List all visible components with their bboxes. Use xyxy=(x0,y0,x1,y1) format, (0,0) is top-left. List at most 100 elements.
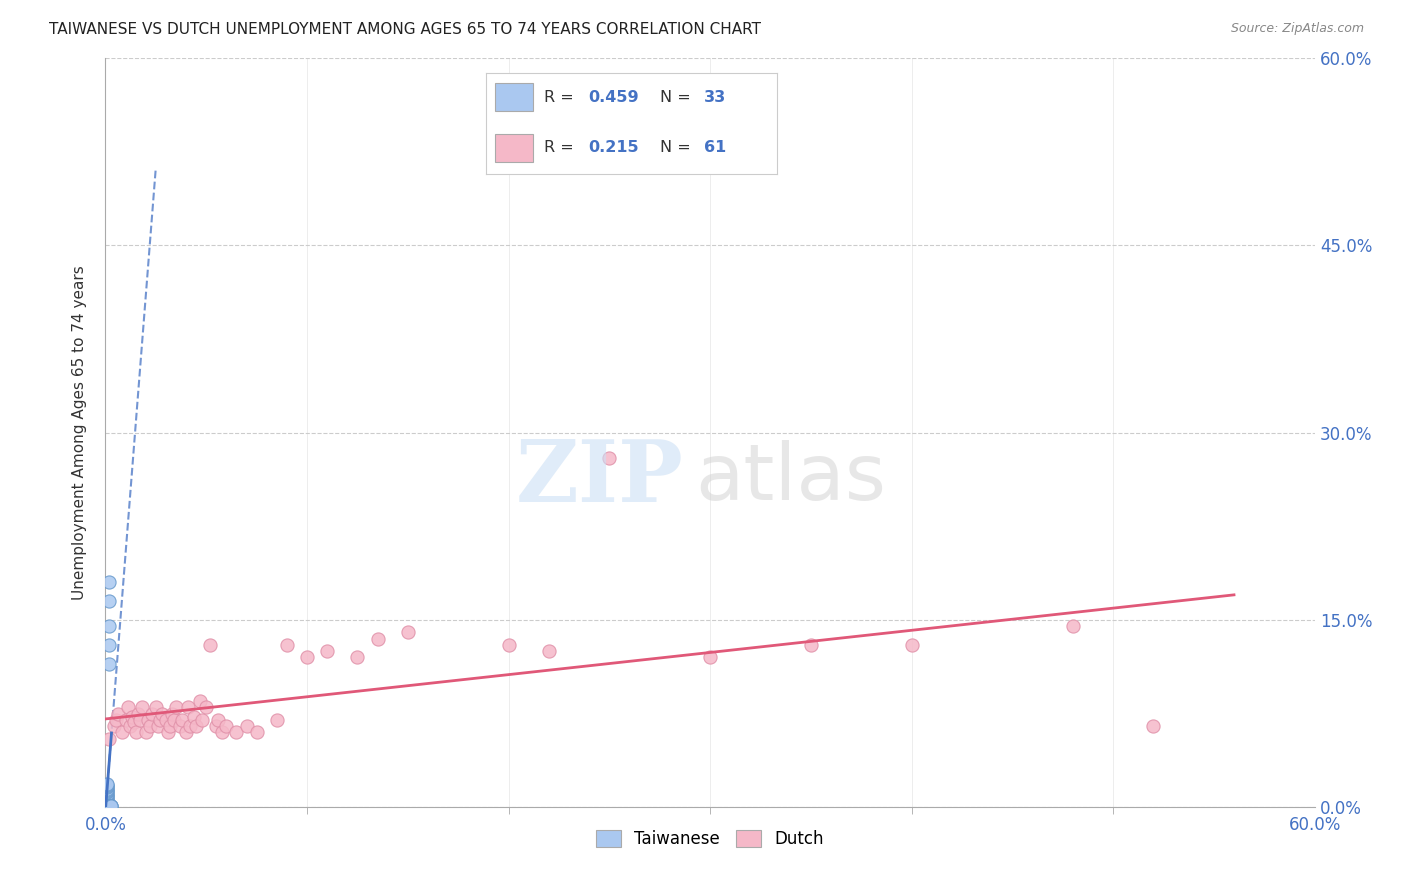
Point xyxy=(139,719,162,733)
Point xyxy=(96,780,118,795)
Point xyxy=(96,797,118,812)
Point xyxy=(98,638,121,652)
Point xyxy=(98,575,121,590)
Point xyxy=(96,795,118,809)
Point xyxy=(163,713,186,727)
Point xyxy=(96,788,118,802)
Point xyxy=(98,799,121,814)
Point xyxy=(159,719,181,733)
Point xyxy=(98,594,121,608)
Point xyxy=(200,638,222,652)
Point xyxy=(211,725,233,739)
Point xyxy=(155,713,177,727)
Point xyxy=(98,619,121,633)
Point xyxy=(498,638,520,652)
Point xyxy=(207,713,229,727)
Point xyxy=(100,799,122,814)
Point xyxy=(96,790,118,805)
Legend: Taiwanese, Dutch: Taiwanese, Dutch xyxy=(589,823,831,855)
Text: Source: ZipAtlas.com: Source: ZipAtlas.com xyxy=(1230,22,1364,36)
Point xyxy=(346,650,368,665)
Point xyxy=(136,713,159,727)
Point xyxy=(188,694,211,708)
Point xyxy=(156,725,179,739)
Point xyxy=(186,719,208,733)
Point xyxy=(122,715,145,730)
Point xyxy=(150,706,173,721)
Point xyxy=(246,725,269,739)
Point xyxy=(98,731,121,746)
Point xyxy=(96,799,118,814)
Point xyxy=(160,706,183,721)
Point xyxy=(699,650,721,665)
Point xyxy=(141,706,163,721)
Point xyxy=(225,725,247,739)
Point xyxy=(131,700,153,714)
Point xyxy=(127,706,149,721)
Point xyxy=(96,791,118,805)
Point xyxy=(169,719,191,733)
Text: atlas: atlas xyxy=(696,440,887,516)
Point xyxy=(96,794,118,808)
Point xyxy=(98,657,121,671)
Y-axis label: Unemployment Among Ages 65 to 74 years: Unemployment Among Ages 65 to 74 years xyxy=(72,265,87,600)
Point xyxy=(96,782,118,797)
Point xyxy=(149,713,172,727)
Point xyxy=(100,799,122,814)
Point xyxy=(96,784,118,798)
Point xyxy=(800,638,823,652)
Point xyxy=(146,719,169,733)
Point xyxy=(98,799,121,814)
Point xyxy=(396,625,419,640)
Point xyxy=(124,725,148,739)
Point xyxy=(179,719,201,733)
Point xyxy=(316,644,339,658)
Point xyxy=(177,700,200,714)
Point xyxy=(107,706,129,721)
Point xyxy=(135,725,157,739)
Point xyxy=(195,700,218,714)
Point xyxy=(96,776,118,790)
Point xyxy=(266,713,288,727)
Text: TAIWANESE VS DUTCH UNEMPLOYMENT AMONG AGES 65 TO 74 YEARS CORRELATION CHART: TAIWANESE VS DUTCH UNEMPLOYMENT AMONG AG… xyxy=(49,22,761,37)
Point xyxy=(366,632,388,646)
Point xyxy=(118,719,141,733)
Point xyxy=(96,793,118,807)
Point xyxy=(96,787,118,801)
Point xyxy=(183,710,205,724)
Point xyxy=(900,638,922,652)
Point xyxy=(98,799,121,814)
Point xyxy=(98,799,121,814)
Point xyxy=(174,725,197,739)
Point xyxy=(537,644,560,658)
Point xyxy=(114,713,136,727)
Point xyxy=(110,725,132,739)
Point xyxy=(128,713,150,727)
Point xyxy=(98,799,121,814)
Point xyxy=(165,700,187,714)
Point xyxy=(276,638,298,652)
Point xyxy=(96,779,118,793)
Point xyxy=(96,781,118,796)
Point xyxy=(1142,719,1164,733)
Point xyxy=(96,778,118,792)
Text: ZIP: ZIP xyxy=(516,435,683,519)
Point xyxy=(104,713,127,727)
Point xyxy=(235,719,257,733)
Point xyxy=(96,799,118,814)
Point xyxy=(121,710,143,724)
Point xyxy=(96,797,118,811)
Point xyxy=(117,700,139,714)
Point xyxy=(100,799,122,814)
Point xyxy=(170,713,193,727)
Point xyxy=(295,650,318,665)
Point xyxy=(103,719,125,733)
Point xyxy=(96,785,118,799)
Point xyxy=(96,789,118,803)
Point xyxy=(1062,619,1084,633)
Point xyxy=(191,713,214,727)
Point xyxy=(205,719,228,733)
Point xyxy=(215,719,238,733)
Point xyxy=(598,450,620,465)
Point xyxy=(145,700,167,714)
